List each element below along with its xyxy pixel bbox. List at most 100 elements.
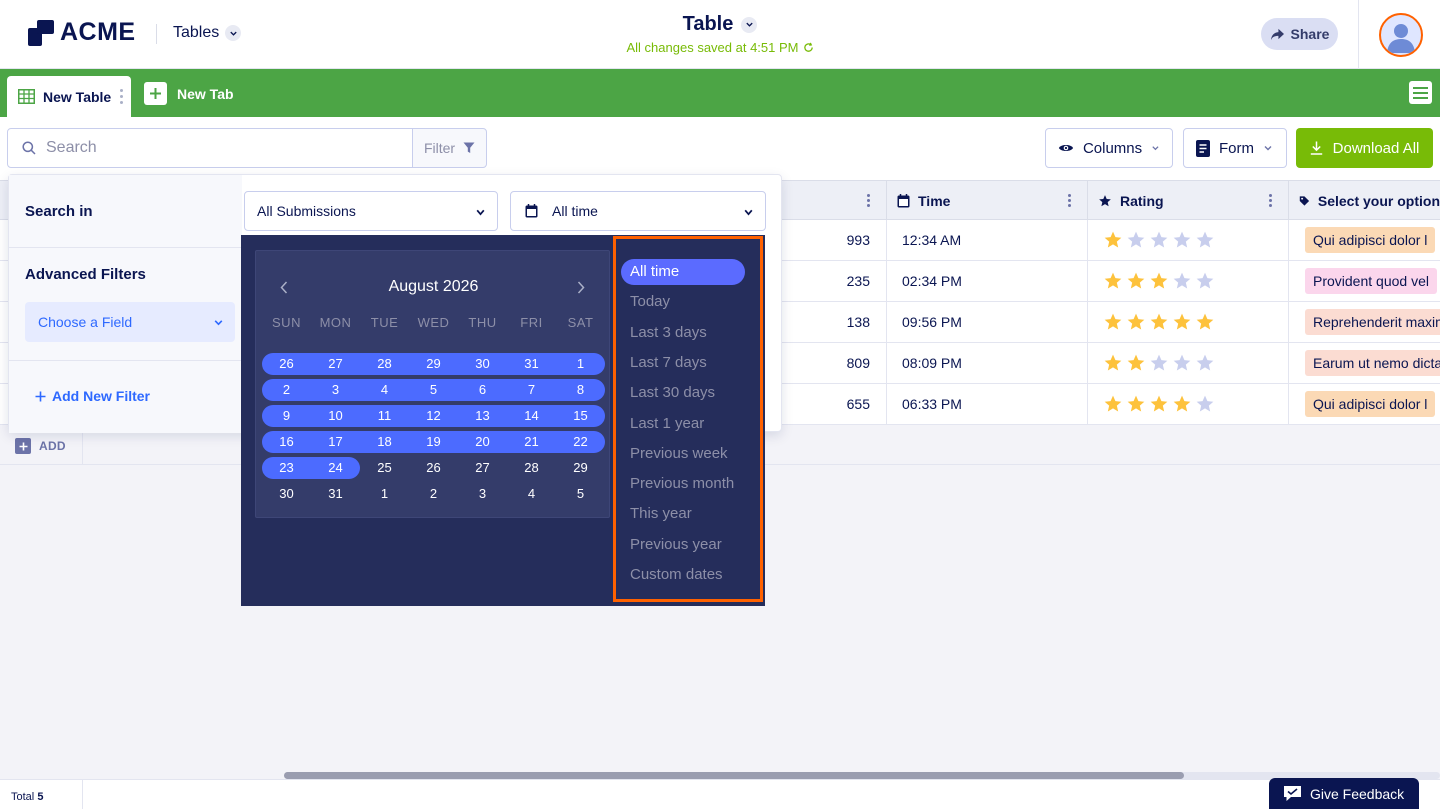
- rating-star-icon[interactable]: [1149, 394, 1169, 414]
- calendar-day[interactable]: 9: [282, 408, 291, 423]
- calendar-day[interactable]: 1: [380, 486, 389, 501]
- option-cell[interactable]: Qui adipisci dolor l: [1288, 384, 1440, 424]
- tab-options-icon[interactable]: [120, 89, 123, 107]
- date-preset-option[interactable]: This year: [630, 505, 692, 523]
- calendar-day[interactable]: 29: [573, 460, 588, 475]
- date-preset-option[interactable]: Last 3 days: [630, 323, 707, 341]
- calendar-day[interactable]: 31: [524, 356, 539, 371]
- share-button[interactable]: Share: [1261, 18, 1338, 50]
- rating-star-icon[interactable]: [1103, 353, 1123, 373]
- calendar-day[interactable]: 17: [328, 434, 343, 449]
- rating-star-icon[interactable]: [1195, 271, 1215, 291]
- calendar-day[interactable]: 28: [377, 356, 392, 371]
- calendar-day[interactable]: 15: [573, 408, 588, 423]
- rating-star-icon[interactable]: [1103, 394, 1123, 414]
- rating-cell[interactable]: [1087, 302, 1288, 342]
- rating-star-icon[interactable]: [1126, 353, 1146, 373]
- add-row-button[interactable]: ADD: [15, 438, 66, 454]
- search-input[interactable]: [46, 139, 376, 157]
- rating-star-icon[interactable]: [1195, 394, 1215, 414]
- tables-menu[interactable]: Tables: [173, 24, 242, 42]
- horizontal-scrollbar-thumb[interactable]: [284, 772, 1184, 779]
- calendar-day[interactable]: 2: [282, 382, 291, 397]
- form-button[interactable]: Form: [1183, 128, 1287, 168]
- column-header-rating[interactable]: Rating: [1087, 181, 1288, 220]
- user-avatar[interactable]: [1379, 13, 1423, 57]
- title-menu[interactable]: Table: [683, 13, 758, 36]
- date-preset-option[interactable]: Last 1 year: [630, 414, 705, 432]
- calendar-day[interactable]: 28: [524, 460, 539, 475]
- submissions-select[interactable]: All Submissions: [244, 191, 498, 231]
- date-range-select[interactable]: All time: [510, 191, 766, 231]
- rating-star-icon[interactable]: [1149, 271, 1169, 291]
- calendar-day[interactable]: 1: [576, 356, 585, 371]
- date-preset-option[interactable]: Today: [630, 293, 671, 311]
- filter-button[interactable]: Filter: [412, 128, 487, 168]
- calendar-day[interactable]: 18: [377, 434, 392, 449]
- rating-star-icon[interactable]: [1126, 230, 1146, 250]
- rating-star-icon[interactable]: [1126, 271, 1146, 291]
- time-cell[interactable]: 12:34 AM: [886, 220, 1087, 260]
- calendar-day[interactable]: 4: [380, 382, 389, 397]
- next-month-button[interactable]: [577, 281, 585, 299]
- rating-star-icon[interactable]: [1149, 230, 1169, 250]
- calendar-day[interactable]: 7: [527, 382, 536, 397]
- column-header-time[interactable]: Time: [886, 181, 1087, 220]
- column-header-select-option[interactable]: Select your option: [1288, 181, 1440, 220]
- hamburger-menu-button[interactable]: [1409, 81, 1432, 104]
- date-preset-option[interactable]: Previous year: [630, 535, 722, 553]
- date-preset-option[interactable]: Previous month: [630, 475, 735, 493]
- rating-cell[interactable]: [1087, 261, 1288, 301]
- date-preset-option[interactable]: Last 7 days: [630, 353, 707, 371]
- rating-cell[interactable]: [1087, 384, 1288, 424]
- add-new-filter-button[interactable]: Add New Filter: [35, 388, 150, 404]
- option-cell[interactable]: Earum ut nemo dicta: [1288, 343, 1440, 383]
- calendar-day[interactable]: 3: [331, 382, 340, 397]
- calendar-day[interactable]: 26: [279, 356, 294, 371]
- rating-cell[interactable]: [1087, 220, 1288, 260]
- rating-star-icon[interactable]: [1103, 271, 1123, 291]
- calendar-day[interactable]: 5: [429, 382, 438, 397]
- calendar-day[interactable]: 25: [377, 460, 392, 475]
- rating-star-icon[interactable]: [1103, 230, 1123, 250]
- tab-new-table[interactable]: New Table: [7, 76, 131, 117]
- calendar-day[interactable]: 6: [478, 382, 487, 397]
- rating-star-icon[interactable]: [1195, 230, 1215, 250]
- calendar-day[interactable]: 23: [279, 460, 294, 475]
- calendar-day[interactable]: 2: [429, 486, 438, 501]
- calendar-day[interactable]: 12: [426, 408, 441, 423]
- calendar-day[interactable]: 21: [524, 434, 539, 449]
- option-cell[interactable]: Provident quod vel: [1288, 261, 1440, 301]
- rating-star-icon[interactable]: [1172, 353, 1192, 373]
- rating-star-icon[interactable]: [1172, 394, 1192, 414]
- date-preset-option[interactable]: Custom dates: [630, 566, 723, 583]
- option-cell[interactable]: Qui adipisci dolor l: [1288, 220, 1440, 260]
- calendar-day[interactable]: 19: [426, 434, 441, 449]
- date-preset-option[interactable]: All time: [621, 259, 745, 285]
- calendar-day[interactable]: 16: [279, 434, 294, 449]
- rating-star-icon[interactable]: [1126, 394, 1146, 414]
- new-tab-button[interactable]: New Tab: [144, 82, 234, 105]
- acme-logo[interactable]: ACME: [28, 18, 136, 47]
- calendar-day[interactable]: 31: [328, 486, 343, 501]
- rating-star-icon[interactable]: [1126, 312, 1146, 332]
- calendar-day[interactable]: 30: [475, 356, 490, 371]
- download-all-button[interactable]: Download All: [1296, 128, 1433, 168]
- time-cell[interactable]: 02:34 PM: [886, 261, 1087, 301]
- column-options-icon[interactable]: [1269, 194, 1272, 209]
- date-preset-option[interactable]: Previous week: [630, 444, 728, 462]
- calendar-day[interactable]: 27: [328, 356, 343, 371]
- date-preset-option[interactable]: Last 30 days: [630, 384, 716, 402]
- time-cell[interactable]: 08:09 PM: [886, 343, 1087, 383]
- give-feedback-button[interactable]: Give Feedback: [1269, 778, 1419, 809]
- option-cell[interactable]: Reprehenderit maxim: [1288, 302, 1440, 342]
- time-cell[interactable]: 09:56 PM: [886, 302, 1087, 342]
- calendar-day[interactable]: 30: [279, 486, 294, 501]
- rating-star-icon[interactable]: [1172, 230, 1192, 250]
- calendar-day[interactable]: 13: [475, 408, 490, 423]
- calendar-day[interactable]: 20: [475, 434, 490, 449]
- calendar-day[interactable]: 8: [576, 382, 585, 397]
- rating-star-icon[interactable]: [1172, 271, 1192, 291]
- choose-field-select[interactable]: Choose a Field: [25, 302, 235, 342]
- calendar-day[interactable]: 3: [478, 486, 487, 501]
